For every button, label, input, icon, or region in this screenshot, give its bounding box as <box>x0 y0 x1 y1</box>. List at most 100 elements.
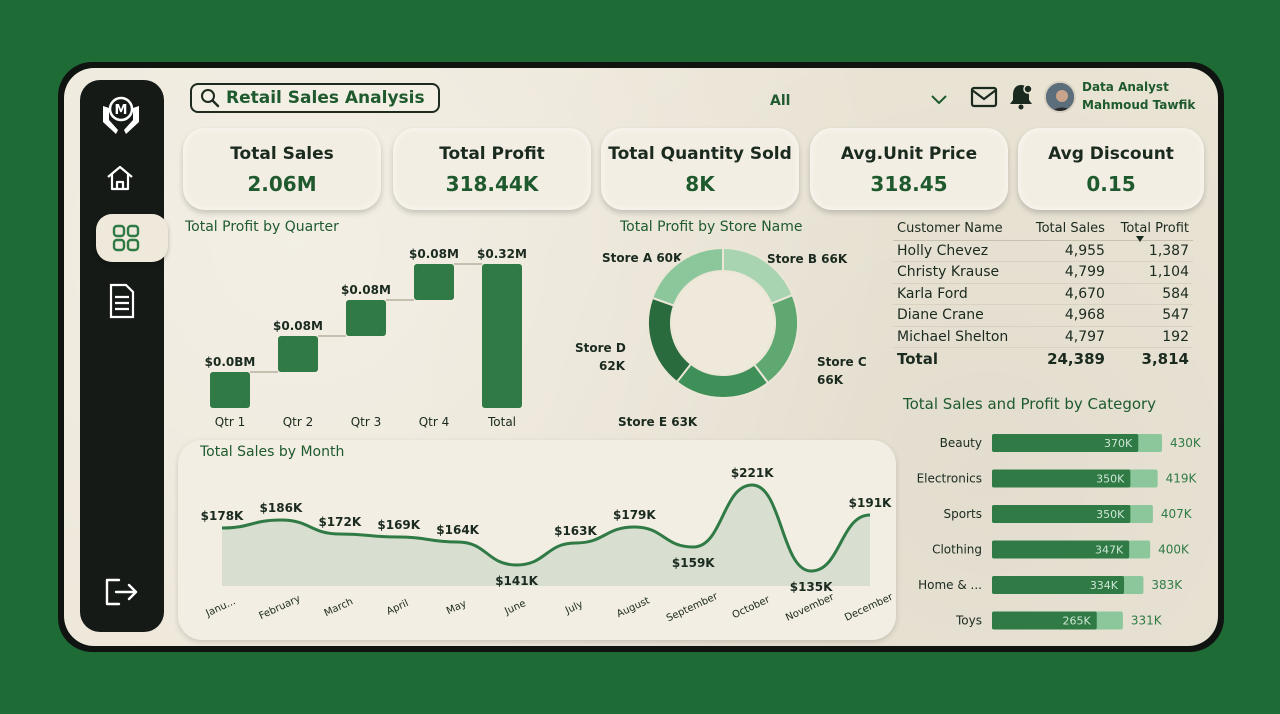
cell-sales: 4,797 <box>1024 326 1109 348</box>
kpi-value: 0.15 <box>1086 172 1136 196</box>
cell-total-sales: 24,389 <box>1047 349 1105 368</box>
cell-profit: 192 <box>1108 326 1193 348</box>
waterfall-tick-label: Qtr 4 <box>419 415 450 429</box>
area-tick-label: November <box>784 591 837 623</box>
profit-by-store-chart: Store A 60K Store B 66K Store C 66K Store E … <box>575 246 867 429</box>
page-title: Retail Sales Analysis <box>226 88 425 108</box>
waterfall-tick-label: Qtr 2 <box>283 415 314 429</box>
donut-center <box>672 272 774 374</box>
area-data-label: $141K <box>495 574 538 588</box>
category-bar-inner <box>992 540 1130 559</box>
logo-letter: M <box>115 103 128 118</box>
cell-profit: 1,387 <box>1108 240 1193 262</box>
home-icon[interactable] <box>104 162 136 194</box>
mail-icon[interactable] <box>970 86 998 108</box>
category-inner-label: 347K <box>1095 544 1124 557</box>
cell-customer: Karla Ford <box>893 283 1025 305</box>
category-inner-label: 334K <box>1090 579 1119 592</box>
category-tick-label: Sports <box>944 507 982 521</box>
cell-customer: Diane Crane <box>893 304 1025 327</box>
kpi-card-avg-discount: Avg Discount 0.15 <box>1018 128 1204 210</box>
cell-profit: 584 <box>1108 283 1193 305</box>
area-data-label: $186K <box>260 501 303 515</box>
table-row[interactable]: Diane Crane 4,968 547 <box>893 304 1193 327</box>
category-outer-label: 383K <box>1151 578 1183 592</box>
chevron-down-icon[interactable] <box>930 94 948 106</box>
table-row[interactable]: Karla Ford 4,670 584 <box>893 283 1193 305</box>
area-tick-label: March <box>323 596 355 619</box>
area-tick-label: December <box>843 591 895 623</box>
waterfall-data-label: $0.0BM <box>205 355 256 369</box>
column-header[interactable]: Customer Name <box>893 218 1025 241</box>
waterfall-bar <box>414 264 454 300</box>
kpi-card-total-quantity: Total Quantity Sold 8K <box>601 128 799 210</box>
category-outer-label: 430K <box>1170 436 1202 450</box>
avatar[interactable] <box>1044 81 1076 113</box>
category-tick-label: Toys <box>955 614 982 628</box>
waterfall-bar <box>346 300 386 336</box>
cell-total-profit: 3,814 <box>1141 349 1189 368</box>
bell-icon[interactable] <box>1008 82 1034 110</box>
column-header[interactable]: Total Sales <box>1024 218 1109 241</box>
category-tick-label: Beauty <box>940 436 982 450</box>
cell-sales: 4,670 <box>1024 283 1109 305</box>
waterfall-bar <box>278 336 318 372</box>
area-fill <box>222 485 870 586</box>
table-row[interactable]: Holly Chevez 4,955 1,387 <box>893 240 1193 262</box>
area-data-label: $191K <box>849 496 892 510</box>
donut-data-label: Store C <box>817 355 867 369</box>
kpi-card-total-profit: Total Profit 318.44K <box>393 128 591 210</box>
area-data-label: $169K <box>377 518 420 532</box>
quarter-chart-title: Total Profit by Quarter <box>185 219 339 235</box>
area-tick-label: Janu... <box>204 596 238 620</box>
category-outer-label: 407K <box>1161 507 1193 521</box>
category-tick-label: Electronics <box>917 472 982 486</box>
table-row[interactable]: Christy Krause 4,799 1,104 <box>893 261 1193 284</box>
logo-hands-icon: M <box>98 92 144 138</box>
area-tick-label: October <box>731 594 773 621</box>
kpi-value: 318.45 <box>870 172 948 196</box>
kpi-label: Avg.Unit Price <box>840 144 978 164</box>
sort-desc-icon[interactable] <box>1136 236 1144 242</box>
category-bar-inner <box>992 611 1097 630</box>
month-chart-title: Total Sales by Month <box>200 444 345 460</box>
category-outer-label: 400K <box>1158 543 1190 557</box>
category-inner-label: 350K <box>1096 473 1125 486</box>
cell-sales: 4,955 <box>1024 240 1109 262</box>
user-name: Mahmoud Tawfik <box>1082 98 1196 112</box>
waterfall-bar <box>482 264 522 408</box>
area-data-label: $172K <box>318 515 361 529</box>
waterfall-tick-label: Qtr 3 <box>351 415 382 429</box>
area-tick-label: April <box>385 598 410 618</box>
kpi-label: Total Quantity Sold <box>608 144 792 164</box>
cell-sales: 4,968 <box>1024 304 1109 327</box>
category-bar-inner <box>992 469 1131 488</box>
filter-value[interactable]: All <box>770 93 791 109</box>
category-tick-label: Clothing <box>932 543 982 557</box>
area-data-label: $178K <box>201 509 244 523</box>
category-inner-label: 370K <box>1104 437 1133 450</box>
cell-customer: Michael Shelton <box>893 326 1025 348</box>
kpi-card-total-sales: Total Sales 2.06M <box>183 128 381 210</box>
area-tick-label: July <box>563 599 585 617</box>
category-bar-inner <box>992 576 1125 594</box>
donut-data-label: Store E 63K <box>618 415 698 429</box>
area-tick-label: May <box>445 598 468 617</box>
sidebar-item-dashboard[interactable] <box>96 214 168 262</box>
dashboard-grid-icon[interactable] <box>110 222 142 254</box>
table-row[interactable]: Michael Shelton 4,797 192 <box>893 326 1193 348</box>
table-header-row: Customer Name Total Sales Total Profit <box>893 218 1193 241</box>
column-header-sorted[interactable]: Total Profit <box>1108 218 1193 241</box>
logout-icon[interactable] <box>102 576 140 608</box>
donut-slice <box>651 246 724 307</box>
waterfall-tick-label: Qtr 1 <box>215 415 246 429</box>
search-title-box[interactable]: Retail Sales Analysis <box>190 83 440 113</box>
document-icon[interactable] <box>106 282 138 320</box>
sales-profit-by-category-chart: Beauty 370K 430K Electronics 350K 419K Sports 3… <box>917 434 1202 630</box>
waterfall-data-label: $0.32M <box>477 247 527 261</box>
cell-profit: 547 <box>1108 304 1193 327</box>
donut-data-label: Store D <box>575 341 626 355</box>
area-tick-label: August <box>615 595 651 620</box>
area-data-label: $221K <box>731 466 774 480</box>
kpi-label: Avg Discount <box>1048 144 1174 164</box>
